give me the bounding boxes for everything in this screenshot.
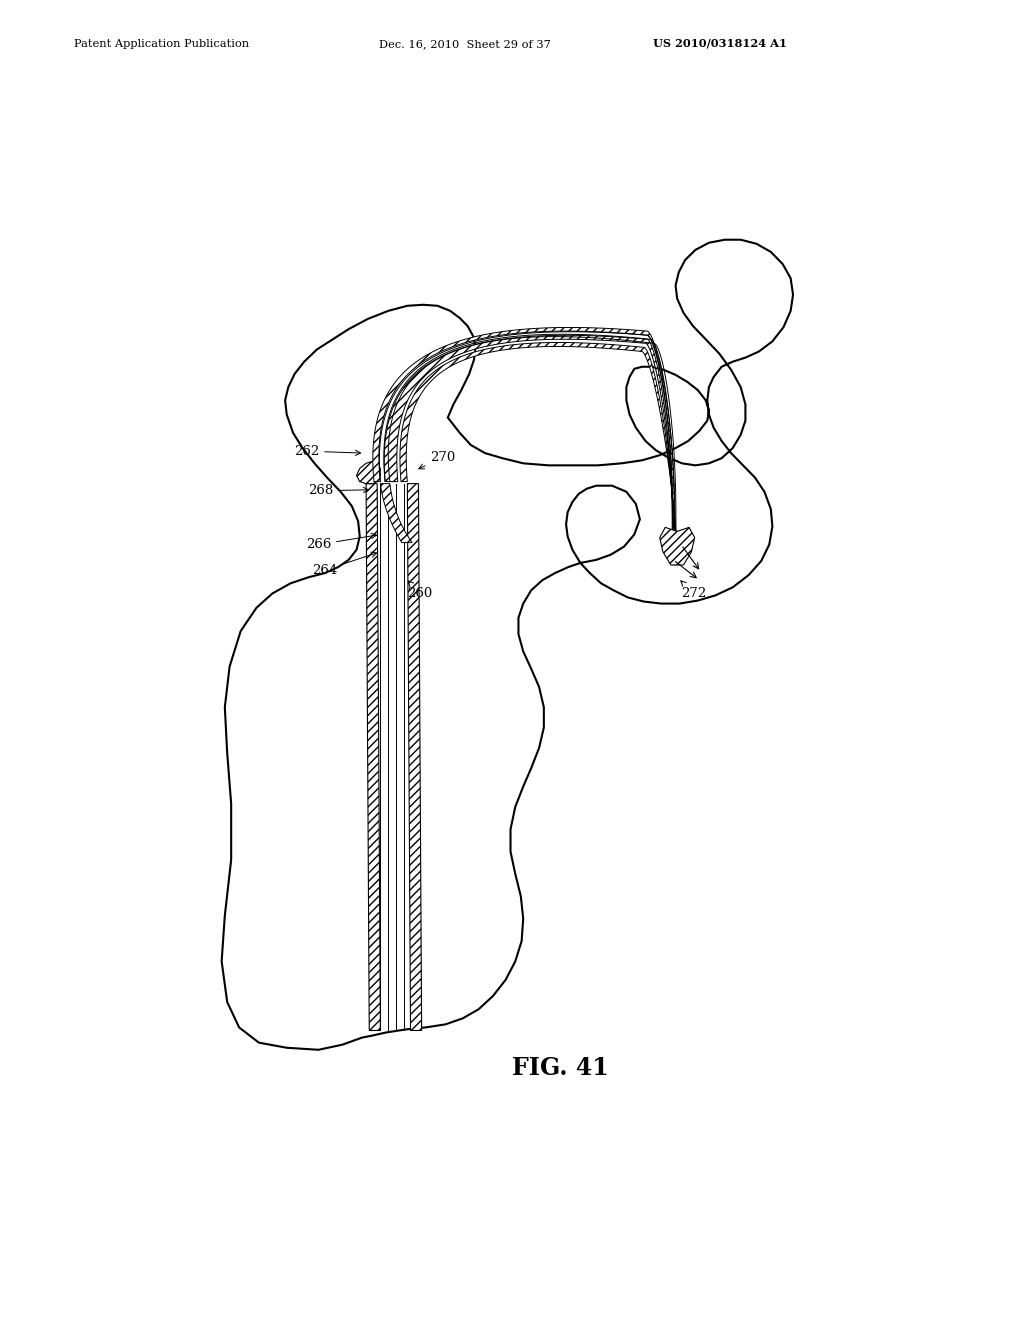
Polygon shape xyxy=(400,342,677,549)
Text: Dec. 16, 2010  Sheet 29 of 37: Dec. 16, 2010 Sheet 29 of 37 xyxy=(379,38,551,49)
Text: 262: 262 xyxy=(294,445,360,458)
Polygon shape xyxy=(380,483,412,543)
Polygon shape xyxy=(367,483,380,1031)
Polygon shape xyxy=(221,240,793,1049)
Polygon shape xyxy=(659,528,694,565)
Text: Patent Application Publication: Patent Application Publication xyxy=(74,38,249,49)
Polygon shape xyxy=(356,461,380,483)
Polygon shape xyxy=(384,335,674,557)
Text: 268: 268 xyxy=(308,484,369,498)
Text: 272: 272 xyxy=(681,581,707,599)
Text: 264: 264 xyxy=(312,552,377,577)
Text: 266: 266 xyxy=(306,533,377,552)
Text: 260: 260 xyxy=(408,581,433,599)
Text: 270: 270 xyxy=(419,450,456,469)
Text: US 2010/0318124 A1: US 2010/0318124 A1 xyxy=(653,38,787,49)
Text: FIG. 41: FIG. 41 xyxy=(512,1056,609,1080)
Polygon shape xyxy=(408,483,422,1031)
Polygon shape xyxy=(373,327,675,565)
